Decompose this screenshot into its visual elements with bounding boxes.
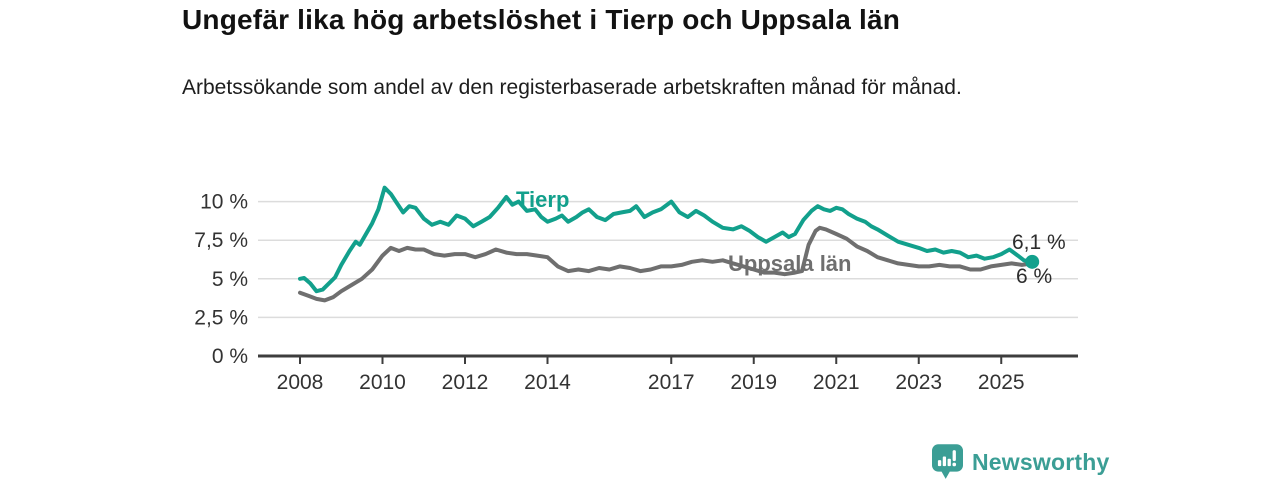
chart-title: Ungefär lika hög arbetslöshet i Tierp oc… — [182, 4, 901, 35]
y-tick-label: 5 % — [212, 268, 248, 291]
series-line-tierp — [298, 185, 1035, 294]
y-tick-label: 0 % — [212, 345, 248, 368]
y-tick-label: 2,5 % — [194, 306, 248, 329]
chart-subtitle: Arbetssökande som andel av den registerb… — [182, 76, 962, 99]
end-value-label-uppsala: 6 % — [1016, 265, 1053, 288]
end-value-label-tierp: 6,1 % — [1012, 231, 1066, 254]
series-line-uppsala-l-n — [298, 225, 1035, 303]
x-tick-label: 2014 — [524, 371, 571, 394]
x-tick-label: 2021 — [813, 371, 860, 394]
x-tick-label: 2012 — [442, 371, 489, 394]
newsworthy-logo-icon — [932, 444, 963, 480]
brand-name: Newsworthy — [972, 448, 1110, 475]
series-label-tierp: Tierp — [516, 187, 570, 212]
x-tick-label: 2025 — [978, 371, 1025, 394]
x-tick-label: 2008 — [277, 371, 324, 394]
x-tick-label: 2019 — [730, 371, 777, 394]
x-tick-label: 2010 — [359, 371, 406, 394]
newsworthy-brand[interactable]: Newsworthy — [932, 444, 1109, 480]
x-tick-label: 2017 — [648, 371, 695, 394]
series-label-uppsala: Uppsala län — [728, 251, 852, 276]
x-tick-label: 2023 — [895, 371, 942, 394]
latest-value-dot — [1025, 254, 1040, 269]
y-tick-label: 7,5 % — [194, 229, 248, 252]
y-tick-label: 10 % — [200, 191, 248, 214]
